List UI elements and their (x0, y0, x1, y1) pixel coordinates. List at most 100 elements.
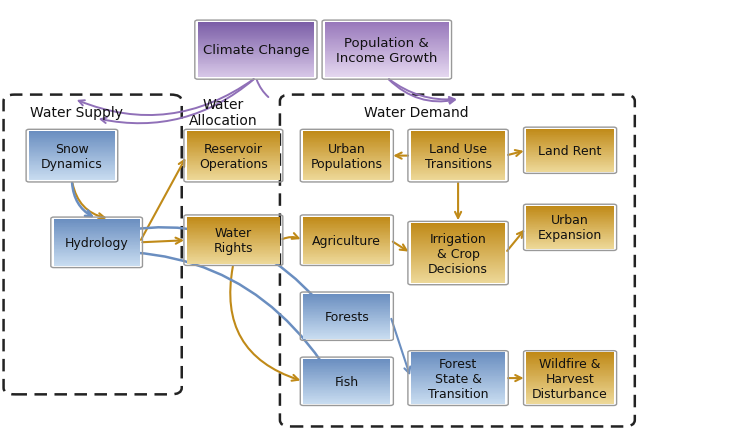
Bar (187, 232, 280, 233)
Bar (526, 403, 614, 404)
Bar (303, 260, 391, 261)
Bar (411, 240, 505, 242)
Bar (526, 236, 614, 237)
Bar (29, 146, 115, 147)
Bar (29, 179, 115, 180)
Bar (303, 318, 391, 319)
Bar (303, 251, 391, 252)
Bar (325, 53, 449, 54)
Bar (303, 163, 391, 164)
Bar (303, 398, 391, 399)
Bar (29, 132, 115, 133)
Bar (526, 388, 614, 389)
Bar (303, 400, 391, 401)
Bar (411, 149, 505, 150)
Bar (303, 336, 391, 337)
Bar (187, 230, 280, 231)
Bar (411, 361, 505, 362)
Bar (411, 397, 505, 398)
Bar (198, 52, 314, 53)
Bar (303, 253, 391, 254)
Bar (303, 360, 391, 361)
Bar (303, 402, 391, 403)
Bar (187, 261, 280, 262)
Bar (526, 372, 614, 373)
Bar (187, 256, 280, 257)
Bar (29, 178, 115, 179)
Bar (411, 243, 505, 245)
Bar (411, 271, 505, 272)
Bar (526, 133, 614, 134)
Bar (526, 235, 614, 236)
Bar (303, 334, 391, 335)
Bar (526, 387, 614, 388)
Bar (54, 236, 139, 237)
Bar (303, 370, 391, 371)
Bar (187, 238, 280, 239)
Bar (411, 403, 505, 404)
Bar (187, 164, 280, 165)
Bar (526, 134, 614, 135)
Bar (303, 227, 391, 228)
Bar (198, 25, 314, 27)
Bar (411, 276, 505, 277)
Bar (303, 243, 391, 244)
Bar (198, 31, 314, 32)
Bar (526, 386, 614, 387)
Bar (526, 129, 614, 130)
Bar (29, 134, 115, 135)
Bar (411, 147, 505, 148)
Bar (187, 249, 280, 250)
Bar (526, 365, 614, 366)
Bar (526, 212, 614, 213)
Bar (303, 246, 391, 247)
Bar (526, 213, 614, 214)
Bar (411, 158, 505, 159)
Bar (411, 277, 505, 278)
Bar (29, 151, 115, 152)
Bar (411, 231, 505, 233)
Bar (198, 69, 314, 70)
Bar (411, 366, 505, 367)
Bar (411, 356, 505, 357)
Bar (187, 145, 280, 146)
Bar (411, 363, 505, 364)
Bar (325, 46, 449, 47)
Bar (303, 297, 391, 298)
Bar (303, 362, 391, 363)
Bar (303, 375, 391, 376)
Bar (411, 180, 505, 181)
Bar (29, 171, 115, 172)
Bar (526, 240, 614, 241)
Bar (187, 240, 280, 241)
Bar (54, 242, 139, 243)
Bar (526, 226, 614, 227)
Bar (187, 227, 280, 228)
Bar (303, 312, 391, 313)
Bar (198, 62, 314, 64)
Bar (325, 41, 449, 42)
Bar (187, 220, 280, 221)
Bar (303, 390, 391, 391)
Bar (325, 57, 449, 58)
Bar (411, 278, 505, 280)
Bar (411, 380, 505, 381)
Bar (303, 309, 391, 310)
Bar (54, 223, 139, 224)
Bar (411, 379, 505, 380)
Bar (187, 158, 280, 159)
Bar (303, 224, 391, 225)
Bar (411, 167, 505, 168)
Bar (325, 48, 449, 49)
Bar (526, 241, 614, 242)
Bar (303, 174, 391, 175)
Bar (54, 253, 139, 254)
Bar (29, 156, 115, 157)
Bar (526, 210, 614, 211)
Bar (411, 143, 505, 144)
Bar (198, 37, 314, 38)
Bar (187, 160, 280, 161)
Bar (29, 170, 115, 171)
Bar (411, 280, 505, 281)
Bar (526, 140, 614, 141)
